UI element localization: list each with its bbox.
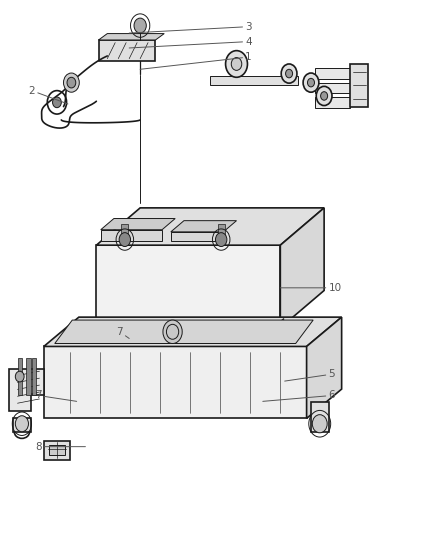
Polygon shape: [218, 224, 225, 240]
Polygon shape: [18, 358, 22, 395]
Polygon shape: [210, 76, 298, 85]
Polygon shape: [96, 208, 324, 245]
Text: 5: 5: [285, 369, 335, 381]
Polygon shape: [32, 358, 36, 395]
Circle shape: [307, 78, 314, 87]
Text: 1: 1: [140, 52, 252, 69]
Polygon shape: [13, 418, 31, 432]
Polygon shape: [44, 317, 342, 346]
Polygon shape: [315, 68, 350, 79]
Circle shape: [281, 64, 297, 83]
Polygon shape: [307, 317, 342, 418]
Polygon shape: [96, 245, 280, 328]
Text: 10: 10: [280, 283, 342, 293]
Circle shape: [119, 233, 131, 246]
Polygon shape: [99, 40, 155, 61]
Circle shape: [286, 69, 293, 78]
Polygon shape: [55, 320, 313, 344]
Circle shape: [231, 58, 242, 70]
Text: 7: 7: [116, 327, 129, 338]
Polygon shape: [311, 402, 328, 432]
Polygon shape: [49, 445, 65, 455]
Polygon shape: [96, 321, 280, 328]
Circle shape: [163, 320, 182, 344]
Circle shape: [134, 18, 146, 33]
Text: 8: 8: [35, 442, 85, 451]
Circle shape: [316, 86, 332, 106]
Polygon shape: [101, 230, 162, 241]
Polygon shape: [101, 219, 175, 230]
Polygon shape: [350, 64, 368, 107]
Polygon shape: [121, 224, 128, 240]
Circle shape: [215, 233, 227, 246]
Polygon shape: [26, 358, 31, 395]
Polygon shape: [99, 34, 164, 40]
Text: 4: 4: [129, 37, 252, 48]
Text: 6: 6: [263, 391, 335, 401]
Circle shape: [53, 97, 61, 108]
Polygon shape: [280, 208, 324, 328]
Circle shape: [226, 51, 247, 77]
Polygon shape: [315, 97, 350, 108]
Text: 7: 7: [35, 391, 77, 401]
Polygon shape: [280, 319, 284, 328]
Text: 2: 2: [28, 86, 68, 104]
Polygon shape: [171, 232, 223, 241]
Circle shape: [67, 77, 76, 88]
Polygon shape: [315, 83, 350, 93]
Circle shape: [312, 415, 327, 433]
Circle shape: [303, 73, 319, 92]
Text: 3: 3: [129, 22, 252, 33]
Circle shape: [321, 92, 328, 100]
Circle shape: [15, 371, 24, 382]
Circle shape: [64, 73, 79, 92]
Circle shape: [15, 416, 28, 432]
Polygon shape: [44, 346, 307, 418]
Polygon shape: [171, 221, 237, 232]
Polygon shape: [44, 441, 70, 460]
Polygon shape: [9, 369, 44, 411]
